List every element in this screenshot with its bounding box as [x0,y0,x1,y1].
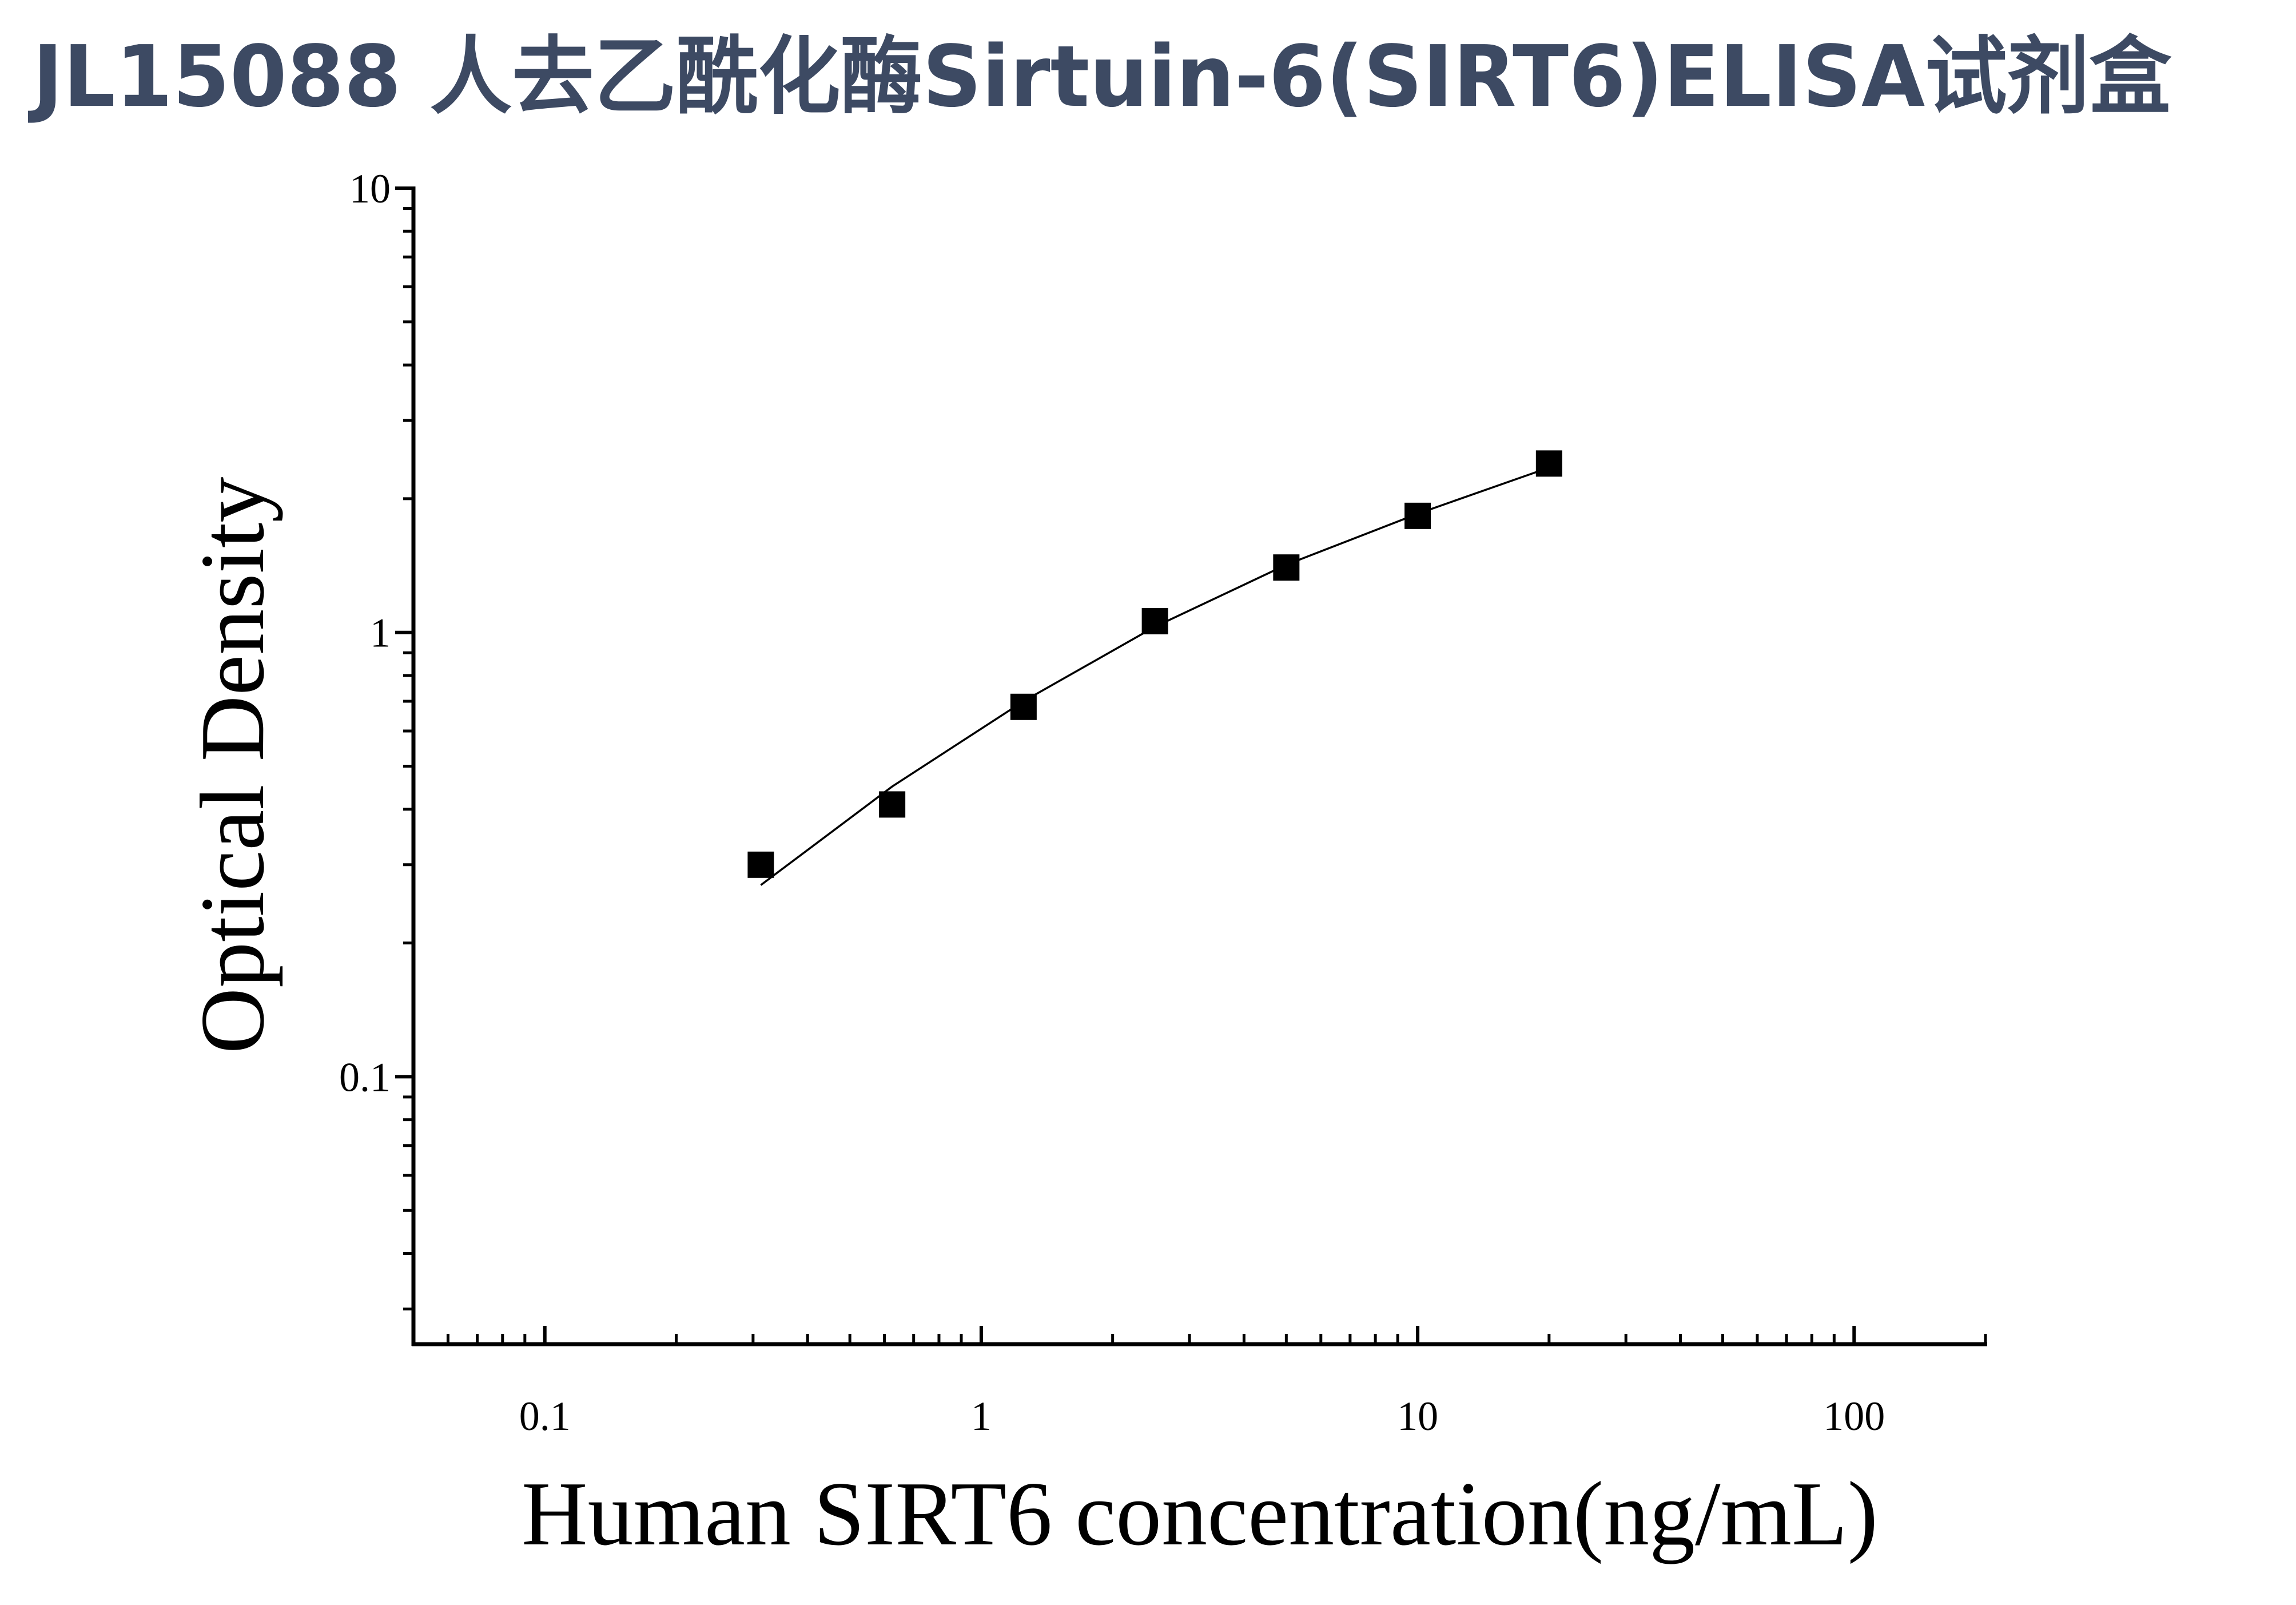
chart-title: JL15088 人去乙酰化酶Sirtuin-6(SIRT6)ELISA试剂盒 [27,27,2172,126]
fit-line [760,466,1550,886]
data-point [1404,502,1431,529]
y-tick-label: 0.1 [339,1054,391,1100]
x-tick-label: 100 [1823,1393,1885,1439]
data-point [879,791,906,818]
y-axis-label: Optical Density [181,477,283,1054]
data-point [1273,554,1300,581]
y-tick-label: 1 [370,610,391,656]
data-point [1141,608,1168,635]
data-point [1535,450,1562,477]
data-point [747,851,774,878]
x-tick-label: 0.1 [519,1393,571,1439]
x-tick-label: 1 [971,1393,992,1439]
x-axis-label: Human SIRT6 concentration(ng/mL) [522,1463,1878,1564]
y-tick-label: 10 [349,166,391,212]
data-point [1010,693,1037,720]
x-tick-label: 10 [1397,1393,1438,1439]
